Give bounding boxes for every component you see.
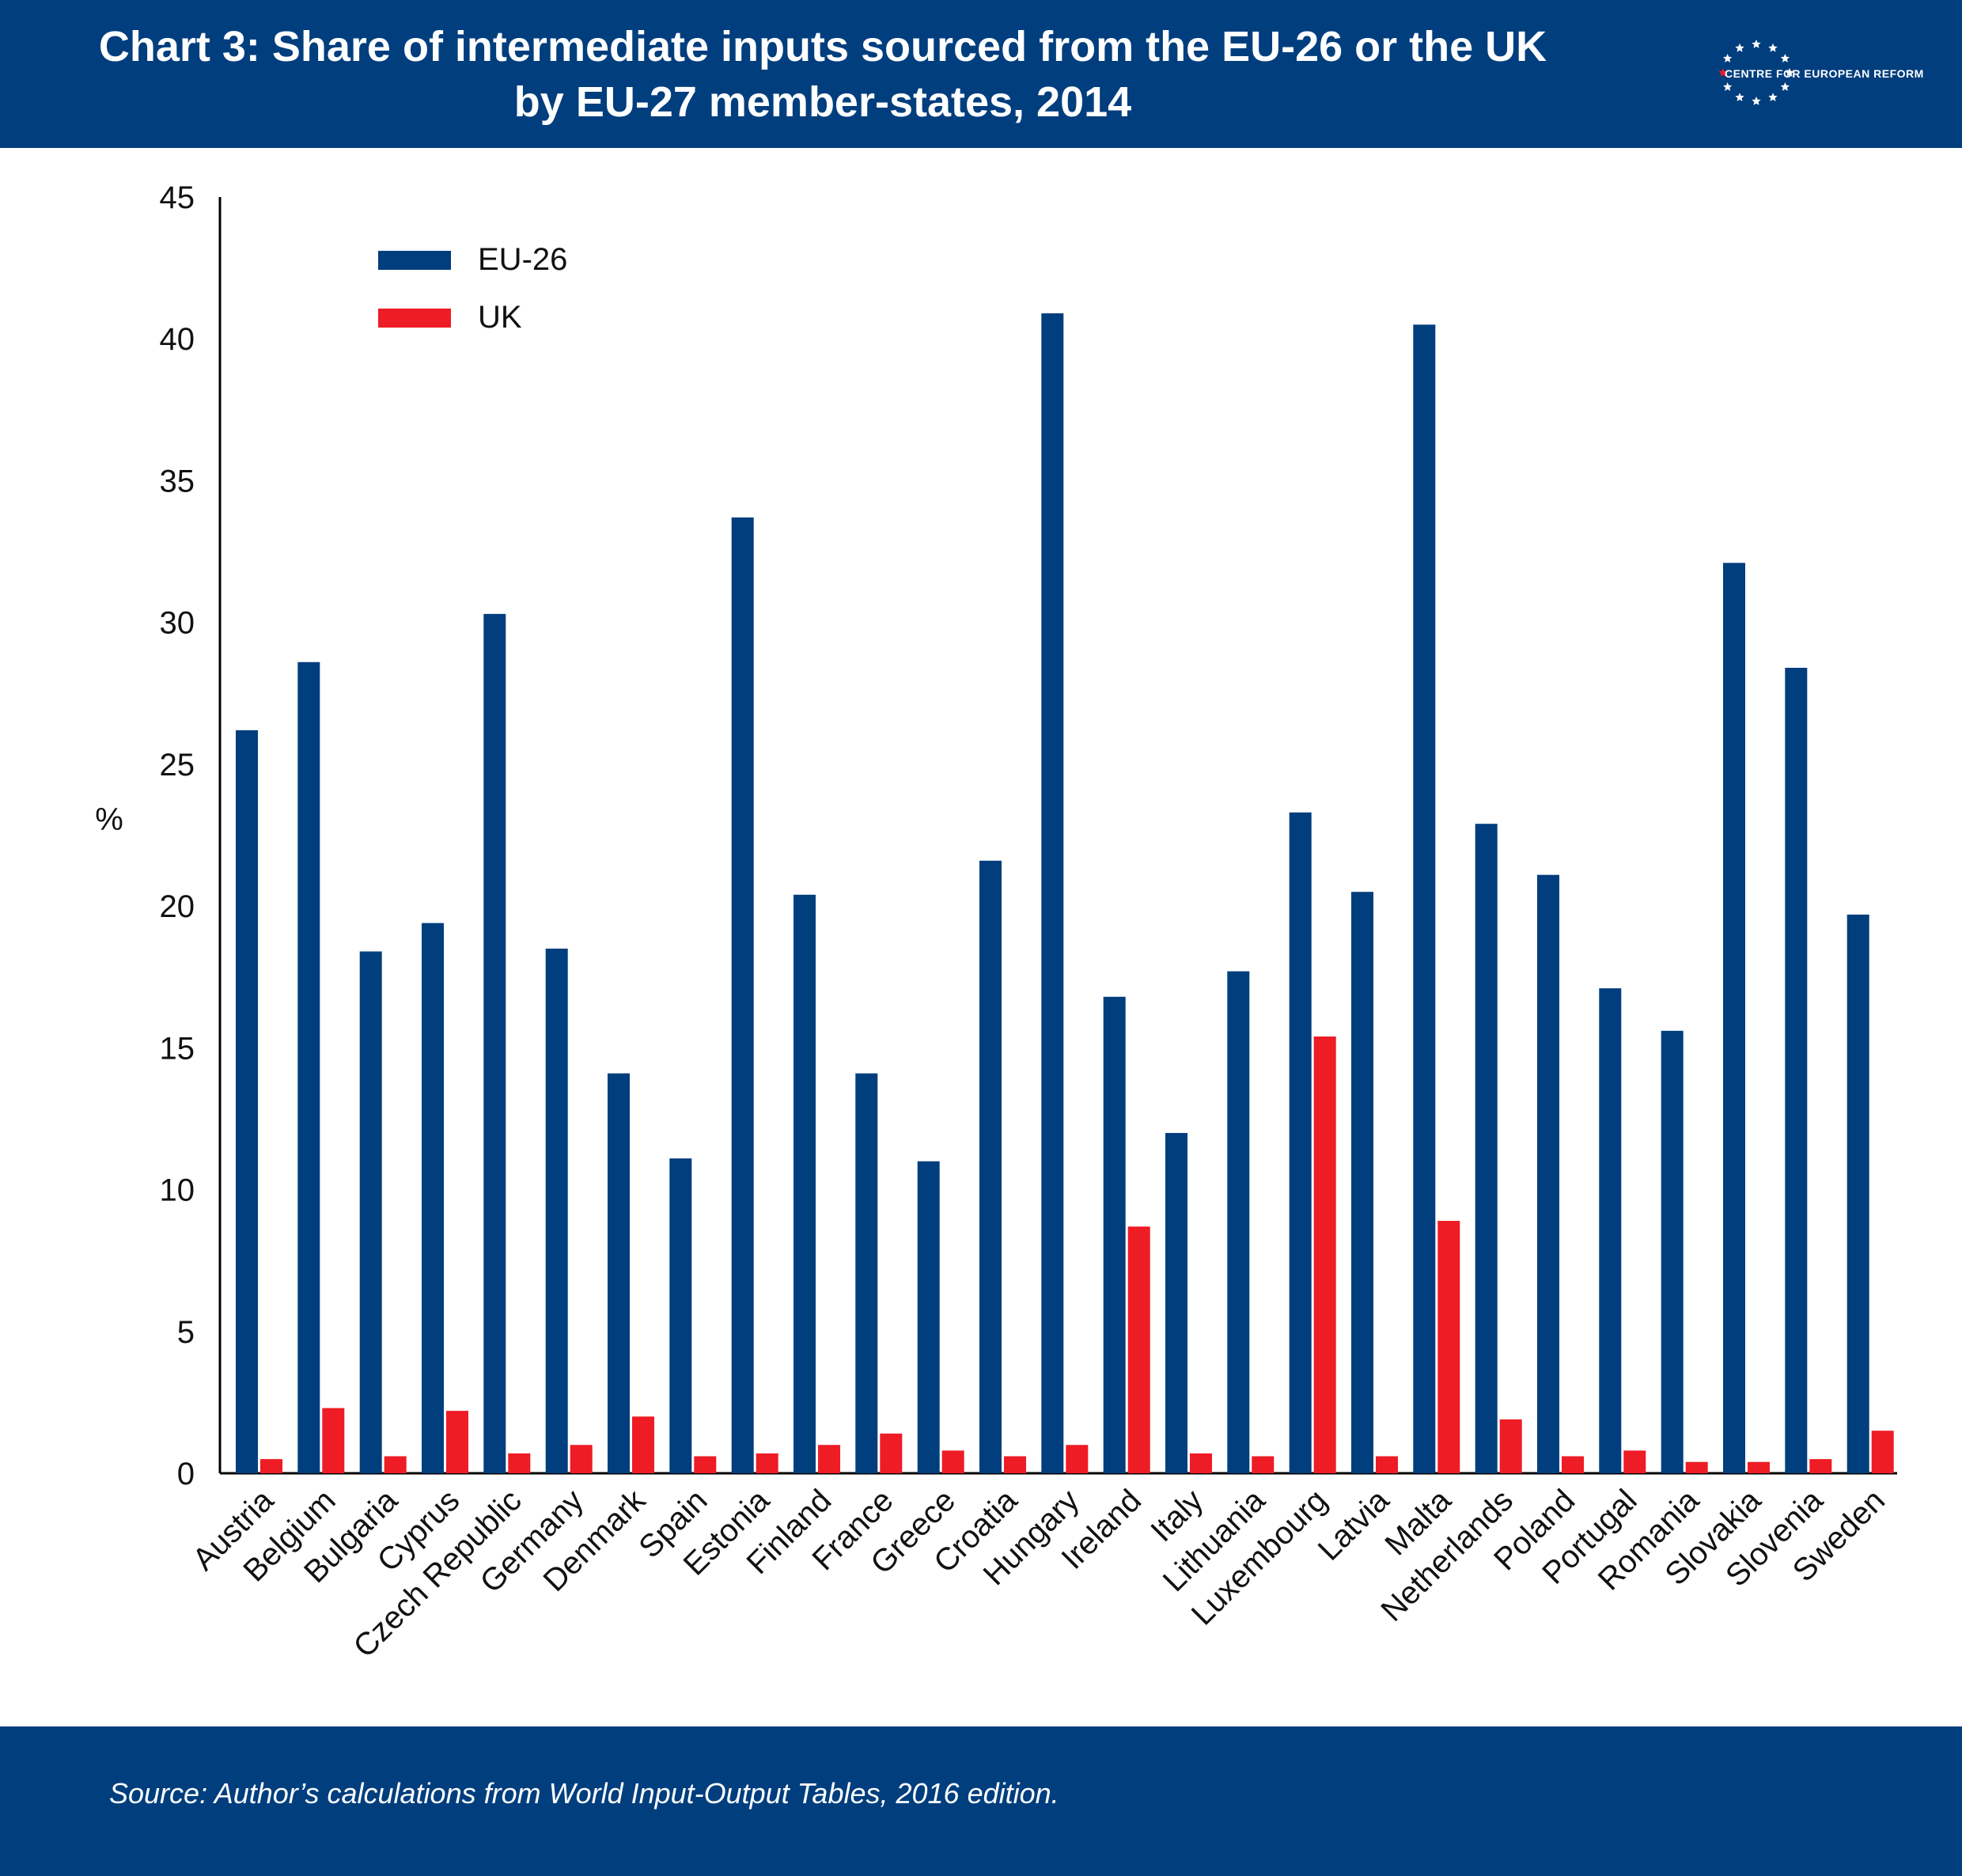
bar-eu-26-austria — [236, 730, 258, 1473]
bar-eu-26-netherlands — [1475, 824, 1498, 1473]
logo-star-icon — [1768, 43, 1778, 52]
logo-star-icon — [1722, 82, 1733, 91]
logo-star-icon — [1735, 43, 1744, 52]
legend-label-uk: UK — [478, 300, 522, 335]
cer-stars-logo-icon — [1718, 40, 1794, 105]
logo-star-icon — [1752, 40, 1761, 48]
bar-uk-denmark — [632, 1416, 654, 1473]
logo-star-icon — [1780, 54, 1790, 63]
bar-uk-greece — [941, 1450, 964, 1473]
bar-uk-latvia — [1376, 1456, 1398, 1473]
bar-uk-austria — [260, 1459, 282, 1473]
y-tick-label: 20 — [160, 889, 195, 924]
bar-chart: 051015202530354045%AustriaBelgiumBulgari… — [95, 180, 1897, 1664]
logo-star-icon — [1718, 68, 1728, 77]
bar-eu-26-slovakia — [1723, 563, 1745, 1473]
y-tick-label: 25 — [160, 748, 195, 783]
chart-footer: Source: Author’s calculations from World… — [0, 1726, 1962, 1876]
bar-uk-poland — [1562, 1456, 1584, 1473]
bar-uk-estonia — [756, 1453, 778, 1473]
legend-swatch-uk — [378, 309, 451, 328]
bar-uk-spain — [694, 1456, 717, 1473]
chart-header: Chart 3: Share of intermediate inputs so… — [0, 0, 1962, 148]
bar-eu-26-germany — [545, 948, 568, 1473]
source-note: Source: Author’s calculations from World… — [109, 1777, 1059, 1810]
logo-star-icon — [1735, 93, 1744, 101]
bar-eu-26-sweden — [1846, 914, 1869, 1473]
bar-uk-sweden — [1871, 1431, 1894, 1473]
bar-eu-26-italy — [1165, 1132, 1187, 1473]
chart-title-line-2: by EU-27 member-states, 2014 — [513, 78, 1132, 126]
bar-uk-germany — [570, 1445, 593, 1473]
y-tick-label: 0 — [177, 1457, 195, 1491]
bar-uk-cyprus — [446, 1411, 468, 1473]
bar-eu-26-czech-republic — [483, 613, 506, 1473]
bar-uk-netherlands — [1499, 1419, 1522, 1473]
bar-eu-26-france — [855, 1073, 878, 1473]
bar-uk-lithuania — [1252, 1456, 1275, 1473]
logo-star-icon — [1722, 54, 1733, 63]
logo-star-icon — [1768, 93, 1778, 101]
bar-uk-hungary — [1066, 1445, 1089, 1473]
bar-eu-26-latvia — [1351, 892, 1373, 1473]
bar-uk-italy — [1190, 1453, 1212, 1473]
bar-eu-26-ireland — [1103, 996, 1126, 1473]
bar-uk-portugal — [1623, 1450, 1646, 1473]
bar-uk-malta — [1437, 1221, 1460, 1473]
bar-eu-26-slovenia — [1785, 668, 1808, 1473]
bar-eu-26-romania — [1661, 1030, 1684, 1473]
y-tick-label: 30 — [160, 606, 195, 641]
bar-eu-26-belgium — [297, 661, 320, 1473]
bar-eu-26-greece — [917, 1161, 940, 1473]
y-tick-label: 45 — [160, 180, 195, 215]
bar-uk-romania — [1685, 1461, 1708, 1473]
bar-eu-26-finland — [794, 894, 816, 1473]
legend-label-eu-26: EU-26 — [478, 242, 567, 277]
y-axis-label: % — [95, 802, 123, 837]
x-category-label: Latvia — [1312, 1483, 1396, 1567]
bar-uk-france — [880, 1433, 903, 1473]
bar-eu-26-estonia — [731, 517, 754, 1473]
y-tick-label: 5 — [177, 1315, 195, 1350]
bar-uk-bulgaria — [384, 1456, 407, 1473]
bar-uk-ireland — [1127, 1226, 1150, 1473]
bar-uk-luxembourg — [1313, 1037, 1336, 1473]
bar-eu-26-hungary — [1041, 313, 1064, 1473]
bar-eu-26-malta — [1413, 324, 1436, 1473]
logo-text: CENTRE FOR EUROPEAN REFORM — [1725, 67, 1924, 80]
chart-title-line-1: Chart 3: Share of intermediate inputs so… — [98, 23, 1547, 70]
bar-eu-26-lithuania — [1227, 971, 1250, 1473]
bar-eu-26-luxembourg — [1289, 812, 1312, 1473]
bar-uk-croatia — [1004, 1456, 1026, 1473]
y-tick-label: 15 — [160, 1031, 195, 1066]
bar-eu-26-croatia — [979, 860, 1002, 1473]
bar-uk-slovakia — [1748, 1461, 1770, 1473]
y-tick-label: 10 — [160, 1173, 195, 1208]
bar-eu-26-spain — [669, 1158, 692, 1473]
bar-eu-26-cyprus — [422, 923, 444, 1473]
legend-swatch-eu-26 — [378, 251, 451, 270]
bar-eu-26-poland — [1537, 874, 1559, 1473]
logo-star-icon — [1752, 97, 1761, 105]
y-tick-label: 40 — [160, 322, 195, 357]
bar-eu-26-bulgaria — [359, 951, 382, 1473]
bar-eu-26-portugal — [1599, 988, 1622, 1473]
bar-eu-26-denmark — [608, 1073, 630, 1473]
bar-uk-czech-republic — [508, 1453, 531, 1473]
bar-uk-belgium — [322, 1408, 345, 1473]
logo-star-icon — [1785, 68, 1794, 77]
bar-uk-slovenia — [1809, 1459, 1832, 1473]
logo-star-icon — [1780, 82, 1790, 91]
bar-uk-finland — [818, 1445, 840, 1473]
y-tick-label: 35 — [160, 464, 195, 498]
